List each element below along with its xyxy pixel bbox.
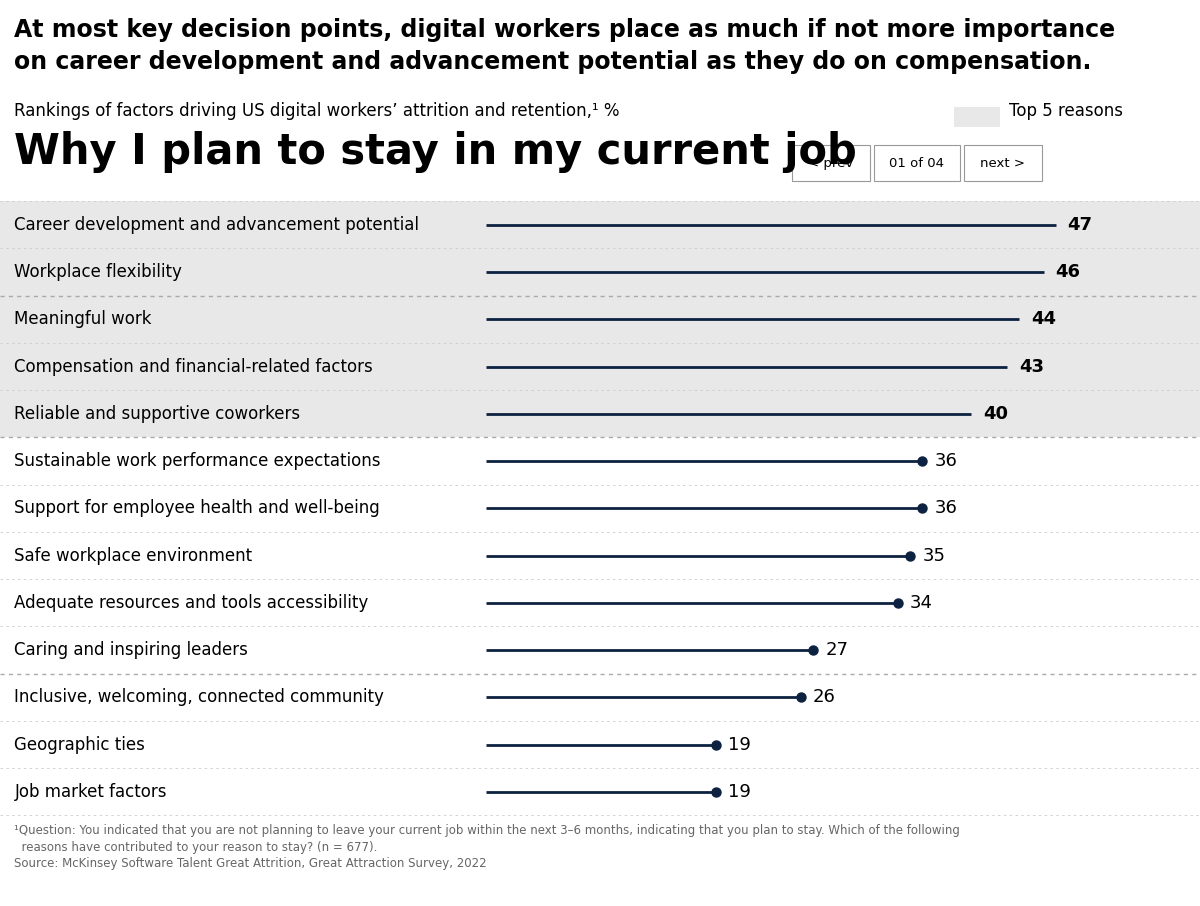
Text: 46: 46 xyxy=(1056,263,1080,281)
Text: Compensation and financial-related factors: Compensation and financial-related facto… xyxy=(14,358,373,375)
Text: Geographic ties: Geographic ties xyxy=(14,736,145,754)
Text: Top 5 reasons: Top 5 reasons xyxy=(1009,102,1123,120)
Text: 35: 35 xyxy=(922,546,946,564)
Text: < prev: < prev xyxy=(809,157,853,169)
Text: At most key decision points, digital workers place as much if not more importanc: At most key decision points, digital wor… xyxy=(14,18,1116,42)
Text: Source: McKinsey Software Talent Great Attrition, Great Attraction Survey, 2022: Source: McKinsey Software Talent Great A… xyxy=(14,857,487,870)
Text: 47: 47 xyxy=(1068,216,1093,234)
Text: Support for employee health and well-being: Support for employee health and well-bei… xyxy=(14,499,380,517)
Text: next >: next > xyxy=(980,157,1025,169)
Text: 27: 27 xyxy=(826,641,848,659)
Text: Job market factors: Job market factors xyxy=(14,783,167,801)
Text: 01 of 04: 01 of 04 xyxy=(889,157,944,169)
Text: 34: 34 xyxy=(910,593,934,612)
Text: 19: 19 xyxy=(728,783,751,801)
Text: Workplace flexibility: Workplace flexibility xyxy=(14,263,182,281)
Text: 26: 26 xyxy=(814,689,836,707)
Text: Meaningful work: Meaningful work xyxy=(14,310,152,328)
Text: 36: 36 xyxy=(935,452,958,470)
Text: 40: 40 xyxy=(983,405,1008,423)
Text: Caring and inspiring leaders: Caring and inspiring leaders xyxy=(14,641,248,659)
Text: Safe workplace environment: Safe workplace environment xyxy=(14,546,252,564)
Text: Why I plan to stay in my current job: Why I plan to stay in my current job xyxy=(14,131,857,173)
Text: 44: 44 xyxy=(1031,310,1056,328)
Text: ¹Question: You indicated that you are not planning to leave your current job wit: ¹Question: You indicated that you are no… xyxy=(14,824,960,837)
Text: 36: 36 xyxy=(935,499,958,517)
Text: Adequate resources and tools accessibility: Adequate resources and tools accessibili… xyxy=(14,593,368,612)
Text: Inclusive, welcoming, connected community: Inclusive, welcoming, connected communit… xyxy=(14,689,384,707)
Text: Career development and advancement potential: Career development and advancement poten… xyxy=(14,216,420,234)
Text: on career development and advancement potential as they do on compensation.: on career development and advancement po… xyxy=(14,50,1092,73)
Text: 19: 19 xyxy=(728,736,751,754)
Text: Reliable and supportive coworkers: Reliable and supportive coworkers xyxy=(14,405,300,423)
Text: reasons have contributed to your reason to stay? (n = 677).: reasons have contributed to your reason … xyxy=(14,841,378,853)
Text: Sustainable work performance expectations: Sustainable work performance expectation… xyxy=(14,452,380,470)
Text: Rankings of factors driving US digital workers’ attrition and retention,¹ %: Rankings of factors driving US digital w… xyxy=(14,102,620,120)
Text: 43: 43 xyxy=(1019,358,1044,375)
